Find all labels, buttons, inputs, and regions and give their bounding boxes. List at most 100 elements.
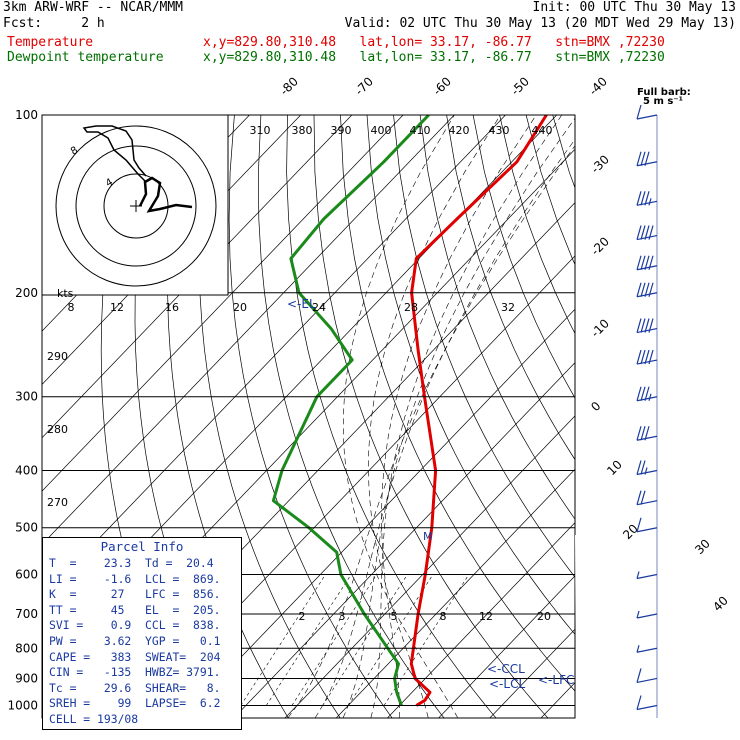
wind-barb-staff	[636, 292, 658, 298]
pressure-tick-label: 500	[15, 521, 38, 535]
wind-barb-flag	[636, 151, 642, 166]
dry-adiabat-line	[340, 115, 575, 692]
isotherm-label: -10	[588, 316, 612, 340]
wind-barb-flag	[644, 349, 650, 365]
wind-barb-flag	[640, 426, 646, 441]
hodograph-speed-label: 12	[110, 301, 124, 314]
hodograph-speed-label: 32	[501, 301, 515, 314]
wind-barb	[636, 104, 658, 120]
melting-level-label: M	[423, 530, 433, 543]
wind-barb-flag	[648, 225, 654, 240]
theta-label: 400	[371, 124, 392, 137]
parcel-row-pw: PW = 3.62 YGP = 0.1	[49, 633, 221, 648]
wind-barb-staff	[636, 704, 658, 711]
isotherm-label: -70	[352, 74, 376, 98]
wind-barb-flag	[644, 282, 650, 297]
wind-barb-flag	[640, 191, 646, 206]
wind-barb-staff	[636, 500, 658, 506]
wind-barb-flag	[636, 104, 642, 120]
mixing-ratio-label: 8	[440, 610, 447, 623]
theta-label: 420	[449, 124, 470, 137]
wind-barb-staff	[636, 469, 658, 476]
dry-adiabat-line	[366, 115, 575, 635]
mixing-ratio-line	[240, 574, 326, 706]
wind-barb	[636, 610, 658, 619]
hodograph-speed-label: kts	[57, 287, 74, 300]
wind-barb-flag	[644, 225, 650, 240]
pressure-tick-label: 300	[15, 390, 38, 404]
dry-adiabat-line	[198, 115, 341, 718]
parcel-row-tc: Tc = 29.6 SHEAR= 8.	[49, 680, 221, 695]
isotherm-label: -20	[588, 234, 612, 258]
dry-adiabat-line	[228, 115, 393, 718]
isotherm-label: 30	[692, 536, 713, 557]
wind-barb-staff	[636, 114, 658, 120]
hodograph-speed-label: 20	[233, 301, 247, 314]
wind-barb	[636, 151, 658, 167]
wind-barb	[636, 318, 658, 334]
parcel-row-sreh: SREH = 99 LAPSE= 6.2	[49, 696, 221, 711]
isotherm-line	[42, 115, 506, 599]
hodograph-trace	[82, 125, 147, 183]
dry-adiabat-line	[393, 115, 575, 578]
isotherm-label: -30	[588, 152, 612, 176]
parcel-info-panel: Parcel Info T = 23.3 Td = 20.4 LI = -1.6…	[42, 537, 242, 730]
parcel-row-cape: CAPE = 383 SWEAT= 204	[49, 649, 221, 664]
parcel-row-li: LI = -1.6 LCL = 869.	[49, 571, 221, 586]
pressure-tick-label: 400	[15, 464, 38, 478]
dry-adiabat-line	[313, 115, 549, 718]
wind-barb-flag	[644, 386, 650, 401]
wind-barb	[636, 191, 658, 206]
mixing-ratio-line	[291, 574, 377, 706]
wind-barb-flag	[640, 386, 646, 401]
wind-barb	[636, 517, 658, 533]
pressure-tick-label: 900	[15, 671, 38, 685]
hodograph-box	[41, 114, 229, 296]
mixing-ratio-label: 3	[339, 610, 346, 623]
moist-adiabat-label: 270	[47, 496, 68, 509]
hodograph-ring	[75, 145, 197, 267]
isotherm-label: -80	[277, 74, 301, 98]
dewpoint-line	[271, 115, 430, 707]
lfc-label: <-LFC	[538, 673, 574, 687]
wind-barb-flag	[636, 490, 642, 505]
wind-barb-staff	[636, 647, 658, 653]
wind-barb-flag	[648, 255, 654, 270]
model-title: 3km ARW-WRF -- NCAR/MMM	[3, 0, 184, 15]
header: 3km ARW-WRF -- NCAR/MMM Init: 00 UTC Thu…	[0, 0, 740, 66]
wind-barb	[636, 282, 658, 298]
theta-label: 410	[410, 124, 431, 137]
wind-barb-flag	[640, 460, 646, 475]
lcl-label: <-LCL	[489, 677, 525, 691]
isotherm-line	[233, 362, 575, 718]
wind-barb	[636, 225, 658, 241]
wind-barb-flag	[636, 349, 642, 365]
hodograph-speed-label: 16	[165, 301, 179, 314]
dry-adiabat-line	[446, 115, 575, 461]
wind-barb-staff	[636, 677, 658, 684]
wind-barb-flag	[636, 426, 642, 441]
wind-barb-half-flag	[648, 198, 652, 206]
parcel-row-k: K = 27 LFC = 856.	[49, 587, 221, 602]
hodograph-speed-label: 28	[404, 301, 418, 314]
wind-barb-flag	[644, 191, 650, 206]
wind-barb	[636, 460, 658, 476]
hodograph-speed-label: 24	[312, 301, 326, 314]
isotherm-label: 10	[604, 457, 625, 478]
parcel-info-title: Parcel Info	[100, 539, 184, 554]
wind-barb-staff	[636, 200, 658, 206]
wind-barb	[636, 571, 658, 580]
wind-barb-half-flag	[644, 467, 648, 475]
pressure-tick-label: 100	[15, 108, 38, 122]
moist-adiabat-line	[381, 115, 537, 718]
hodograph-height-label: 8	[69, 145, 80, 158]
wind-barb-flag	[648, 349, 654, 365]
parcel-row-svi: SVI = 0.9 CCL = 838.	[49, 618, 221, 633]
pressure-tick-label: 600	[15, 567, 38, 581]
isotherm-line	[387, 522, 575, 718]
mixing-ratio-line	[322, 574, 408, 706]
wind-barb-flag	[644, 151, 650, 166]
wind-barb-half-flag	[648, 393, 652, 401]
isotherm-label: 0	[588, 399, 603, 414]
wind-barb-flag	[636, 695, 642, 710]
